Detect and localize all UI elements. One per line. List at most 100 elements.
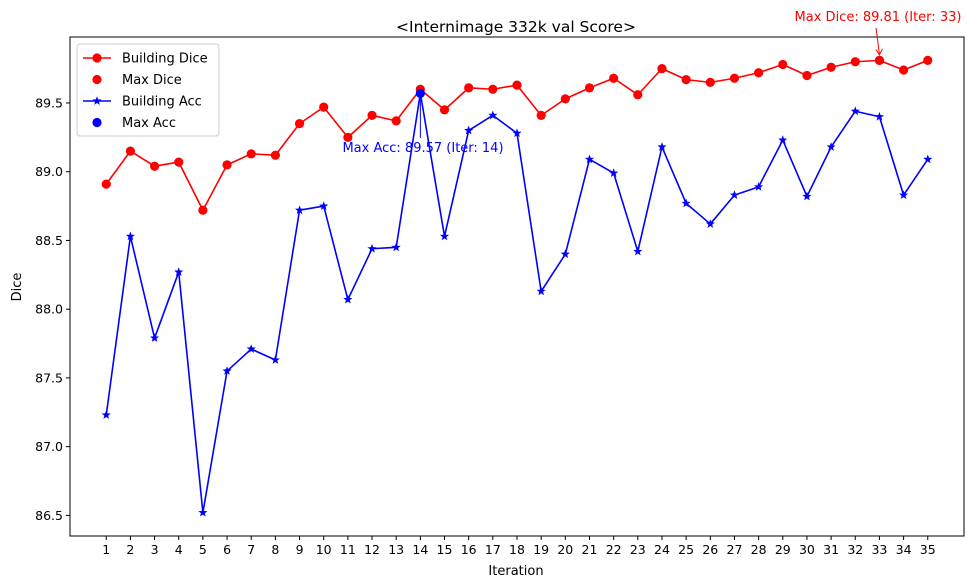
max-dice-arrowhead [875,48,883,56]
data-point [246,149,256,159]
data-point [512,80,522,90]
series-building-acc [101,88,933,517]
data-point [343,132,353,142]
legend-marker [92,117,102,128]
y-tick-label: 89.5 [35,95,63,110]
data-point [464,83,474,93]
data-point [899,190,909,199]
data-point [101,410,111,419]
data-point [125,231,135,241]
y-tick-label: 88.5 [35,233,63,248]
y-tick-label: 87.5 [35,370,63,385]
x-tick-label: 23 [630,542,646,557]
x-tick-label: 21 [582,542,598,557]
data-point [729,190,740,199]
x-tick-label: 6 [223,542,231,557]
x-tick-label: 34 [896,542,912,557]
data-point [488,84,498,94]
data-point [560,249,570,259]
x-tick-label: 31 [823,542,839,557]
data-point [174,267,184,276]
data-point [174,157,184,167]
x-axis-label: Iteration [488,564,543,579]
data-point [802,191,812,201]
y-tick-label: 87.0 [35,439,63,454]
data-point [681,75,691,85]
x-tick-label: 20 [557,542,573,557]
data-point [536,110,546,120]
x-tick-label: 16 [461,542,477,557]
data-point [850,106,860,116]
data-point [923,55,933,65]
data-point [270,150,280,160]
x-tick-label: 13 [388,542,404,557]
data-point [319,201,329,210]
data-point [512,128,522,138]
x-tick-label: 35 [920,542,936,557]
max-acc-annotation: Max Acc: 89.57 (Iter: 14) [342,141,503,156]
data-point [294,205,305,215]
x-tick-label: 10 [316,542,332,557]
x-tick-label: 19 [533,542,549,557]
data-point [705,77,715,87]
legend-label: Building Dice [122,52,208,67]
x-tick-label: 2 [126,542,134,557]
data-point [125,146,136,156]
series-building-dice [101,55,933,215]
x-tick-label: 12 [364,542,380,557]
series-line [105,92,929,514]
data-point [754,68,764,78]
x-tick-label: 18 [509,542,525,557]
y-tick-label: 86.5 [35,508,63,523]
y-axis-ticks: 86.5 87.0 87.5 88.0 88.5 89.0 89.5 [35,95,70,523]
legend-item: Building Dice [83,52,208,67]
x-tick-label: 8 [271,542,279,557]
data-point [391,242,401,252]
x-tick-label: 7 [247,542,255,557]
data-point [222,160,232,170]
x-axis-ticks: 1 2 3 4 5 6 7 8 9 10 11 12 13 14 15 16 17 18 19 20 21 22 23 24 2… [102,536,936,557]
data-point [150,333,160,342]
legend-label: Max Dice [122,73,182,88]
max-dice-annotation: Max Dice: 89.81 (Iter: 33) [795,10,962,25]
data-point [391,116,401,126]
series-layer [101,55,933,517]
x-tick-label: 4 [175,542,183,557]
max-point-max-dice [874,55,885,65]
data-point [681,198,691,208]
y-axis-label: Dice [10,273,25,302]
data-point [246,344,256,353]
y-tick-label: 89.0 [35,164,63,179]
data-point [657,142,667,151]
data-point [874,111,884,121]
data-point [633,246,643,256]
x-tick-label: 32 [847,542,863,557]
legend-item: Max Dice [92,73,182,88]
data-point [270,355,280,364]
x-tick-label: 1 [102,542,110,557]
data-point [826,142,836,151]
x-tick-label: 5 [199,542,207,557]
x-tick-label: 3 [151,542,159,557]
data-point [367,243,377,253]
max-dice-arrow [875,27,880,55]
data-point [584,83,595,93]
data-point [923,154,933,164]
legend-marker [92,96,102,105]
legend-item: Max Acc [92,116,176,131]
data-point [584,154,595,164]
x-tick-label: 27 [727,542,743,557]
data-point [464,125,474,135]
data-point [657,64,667,74]
legend-marker [92,74,102,85]
data-point [754,182,764,191]
data-point [898,65,909,75]
x-tick-label: 30 [799,542,815,557]
x-tick-label: 33 [871,542,887,557]
legend: Building Dice Max Dice Building Acc Max Acc [76,43,220,137]
x-tick-label: 26 [702,542,718,557]
data-point [778,59,788,70]
data-point [609,168,619,177]
legend-label: Building Acc [122,95,202,110]
